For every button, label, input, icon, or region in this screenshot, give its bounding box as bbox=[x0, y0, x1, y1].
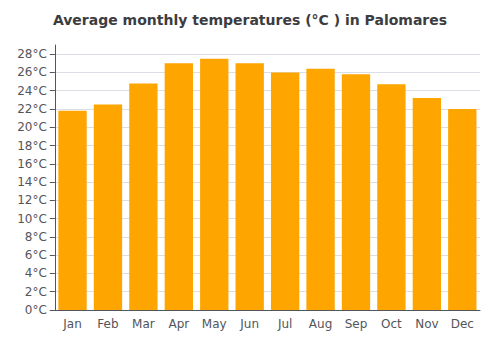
svg-text:12°C: 12°C bbox=[17, 193, 47, 207]
svg-text:Average monthly temperatures (: Average monthly temperatures (°C ) in Pa… bbox=[53, 12, 447, 28]
svg-text:26°C: 26°C bbox=[17, 65, 47, 79]
svg-text:6°C: 6°C bbox=[25, 248, 47, 262]
svg-text:10°C: 10°C bbox=[17, 212, 47, 226]
svg-text:Sep: Sep bbox=[345, 317, 368, 331]
svg-text:May: May bbox=[202, 317, 227, 331]
svg-text:2°C: 2°C bbox=[25, 285, 47, 299]
svg-text:Oct: Oct bbox=[381, 317, 402, 331]
svg-text:Feb: Feb bbox=[97, 317, 118, 331]
svg-text:18°C: 18°C bbox=[17, 139, 47, 153]
svg-text:Aug: Aug bbox=[309, 317, 332, 331]
svg-text:16°C: 16°C bbox=[17, 157, 47, 171]
svg-text:24°C: 24°C bbox=[17, 84, 47, 98]
svg-text:20°C: 20°C bbox=[17, 120, 47, 134]
svg-text:28°C: 28°C bbox=[17, 47, 47, 61]
svg-text:Jul: Jul bbox=[277, 317, 292, 331]
svg-text:22°C: 22°C bbox=[17, 102, 47, 116]
svg-text:Jan: Jan bbox=[62, 317, 82, 331]
svg-text:4°C: 4°C bbox=[25, 266, 47, 280]
svg-text:Apr: Apr bbox=[168, 317, 189, 331]
svg-text:Nov: Nov bbox=[415, 317, 438, 331]
svg-text:Jun: Jun bbox=[239, 317, 259, 331]
svg-text:0°C: 0°C bbox=[25, 303, 47, 317]
svg-text:14°C: 14°C bbox=[17, 175, 47, 189]
svg-text:Dec: Dec bbox=[451, 317, 474, 331]
svg-text:Mar: Mar bbox=[132, 317, 155, 331]
svg-text:8°C: 8°C bbox=[25, 230, 47, 244]
